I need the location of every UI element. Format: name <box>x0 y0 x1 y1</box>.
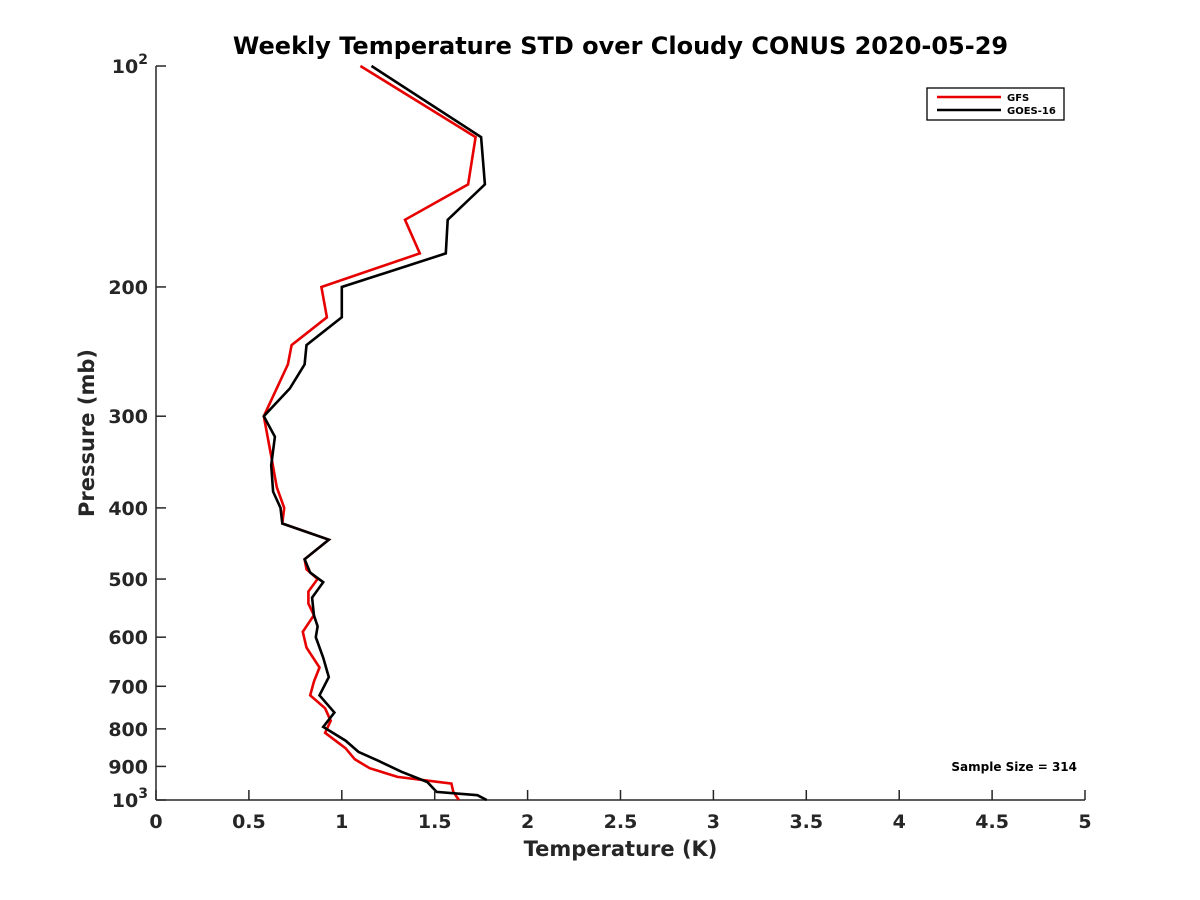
y-tick-label: 103 <box>112 786 148 812</box>
x-tick-label: 3.5 <box>789 811 823 833</box>
x-tick-label: 2.5 <box>604 811 638 833</box>
chart-title: Weekly Temperature STD over Cloudy CONUS… <box>233 32 1008 60</box>
x-tick-label: 1 <box>335 811 348 833</box>
x-tick-label: 4 <box>893 811 906 833</box>
sample-size-annotation: Sample Size = 314 <box>951 760 1077 774</box>
y-tick-label: 600 <box>108 627 148 649</box>
series-line-gfs <box>262 64 478 801</box>
x-tick-label: 1.5 <box>418 811 452 833</box>
x-tick-label: 4.5 <box>975 811 1009 833</box>
series-line-goes-16 <box>262 64 488 802</box>
x-axis: 0 0.5 1 1.5 2 2.5 3 3.5 4 4.5 5 <box>149 790 1092 833</box>
x-tick-label: 3 <box>707 811 720 833</box>
y-tick-label: 800 <box>108 719 148 741</box>
legend-box <box>926 87 1065 121</box>
y-tick-label: 200 <box>108 277 148 299</box>
y-tick-label: 500 <box>108 569 148 591</box>
plot-area <box>155 64 1085 802</box>
y-axis-label: Pressure (mb) <box>75 349 99 517</box>
x-tick-label: 5 <box>1078 811 1091 833</box>
y-tick-label: 300 <box>108 406 148 428</box>
x-tick-label: 0.5 <box>232 811 266 833</box>
legend-label: GOES-16 <box>1007 106 1056 117</box>
y-tick-label: 900 <box>108 756 148 778</box>
y-axis: 102 200 300 400 500 600 700 800 900 103 <box>108 52 166 812</box>
y-tick-label: 400 <box>108 498 148 520</box>
y-tick-label: 700 <box>108 676 148 698</box>
x-tick-label: 2 <box>521 811 534 833</box>
y-tick-label: 102 <box>112 52 148 78</box>
x-axis-label: Temperature (K) <box>524 837 718 861</box>
x-tick-label: 0 <box>149 811 162 833</box>
legend: GFS GOES-16 <box>926 87 1065 121</box>
legend-label: GFS <box>1007 93 1029 104</box>
